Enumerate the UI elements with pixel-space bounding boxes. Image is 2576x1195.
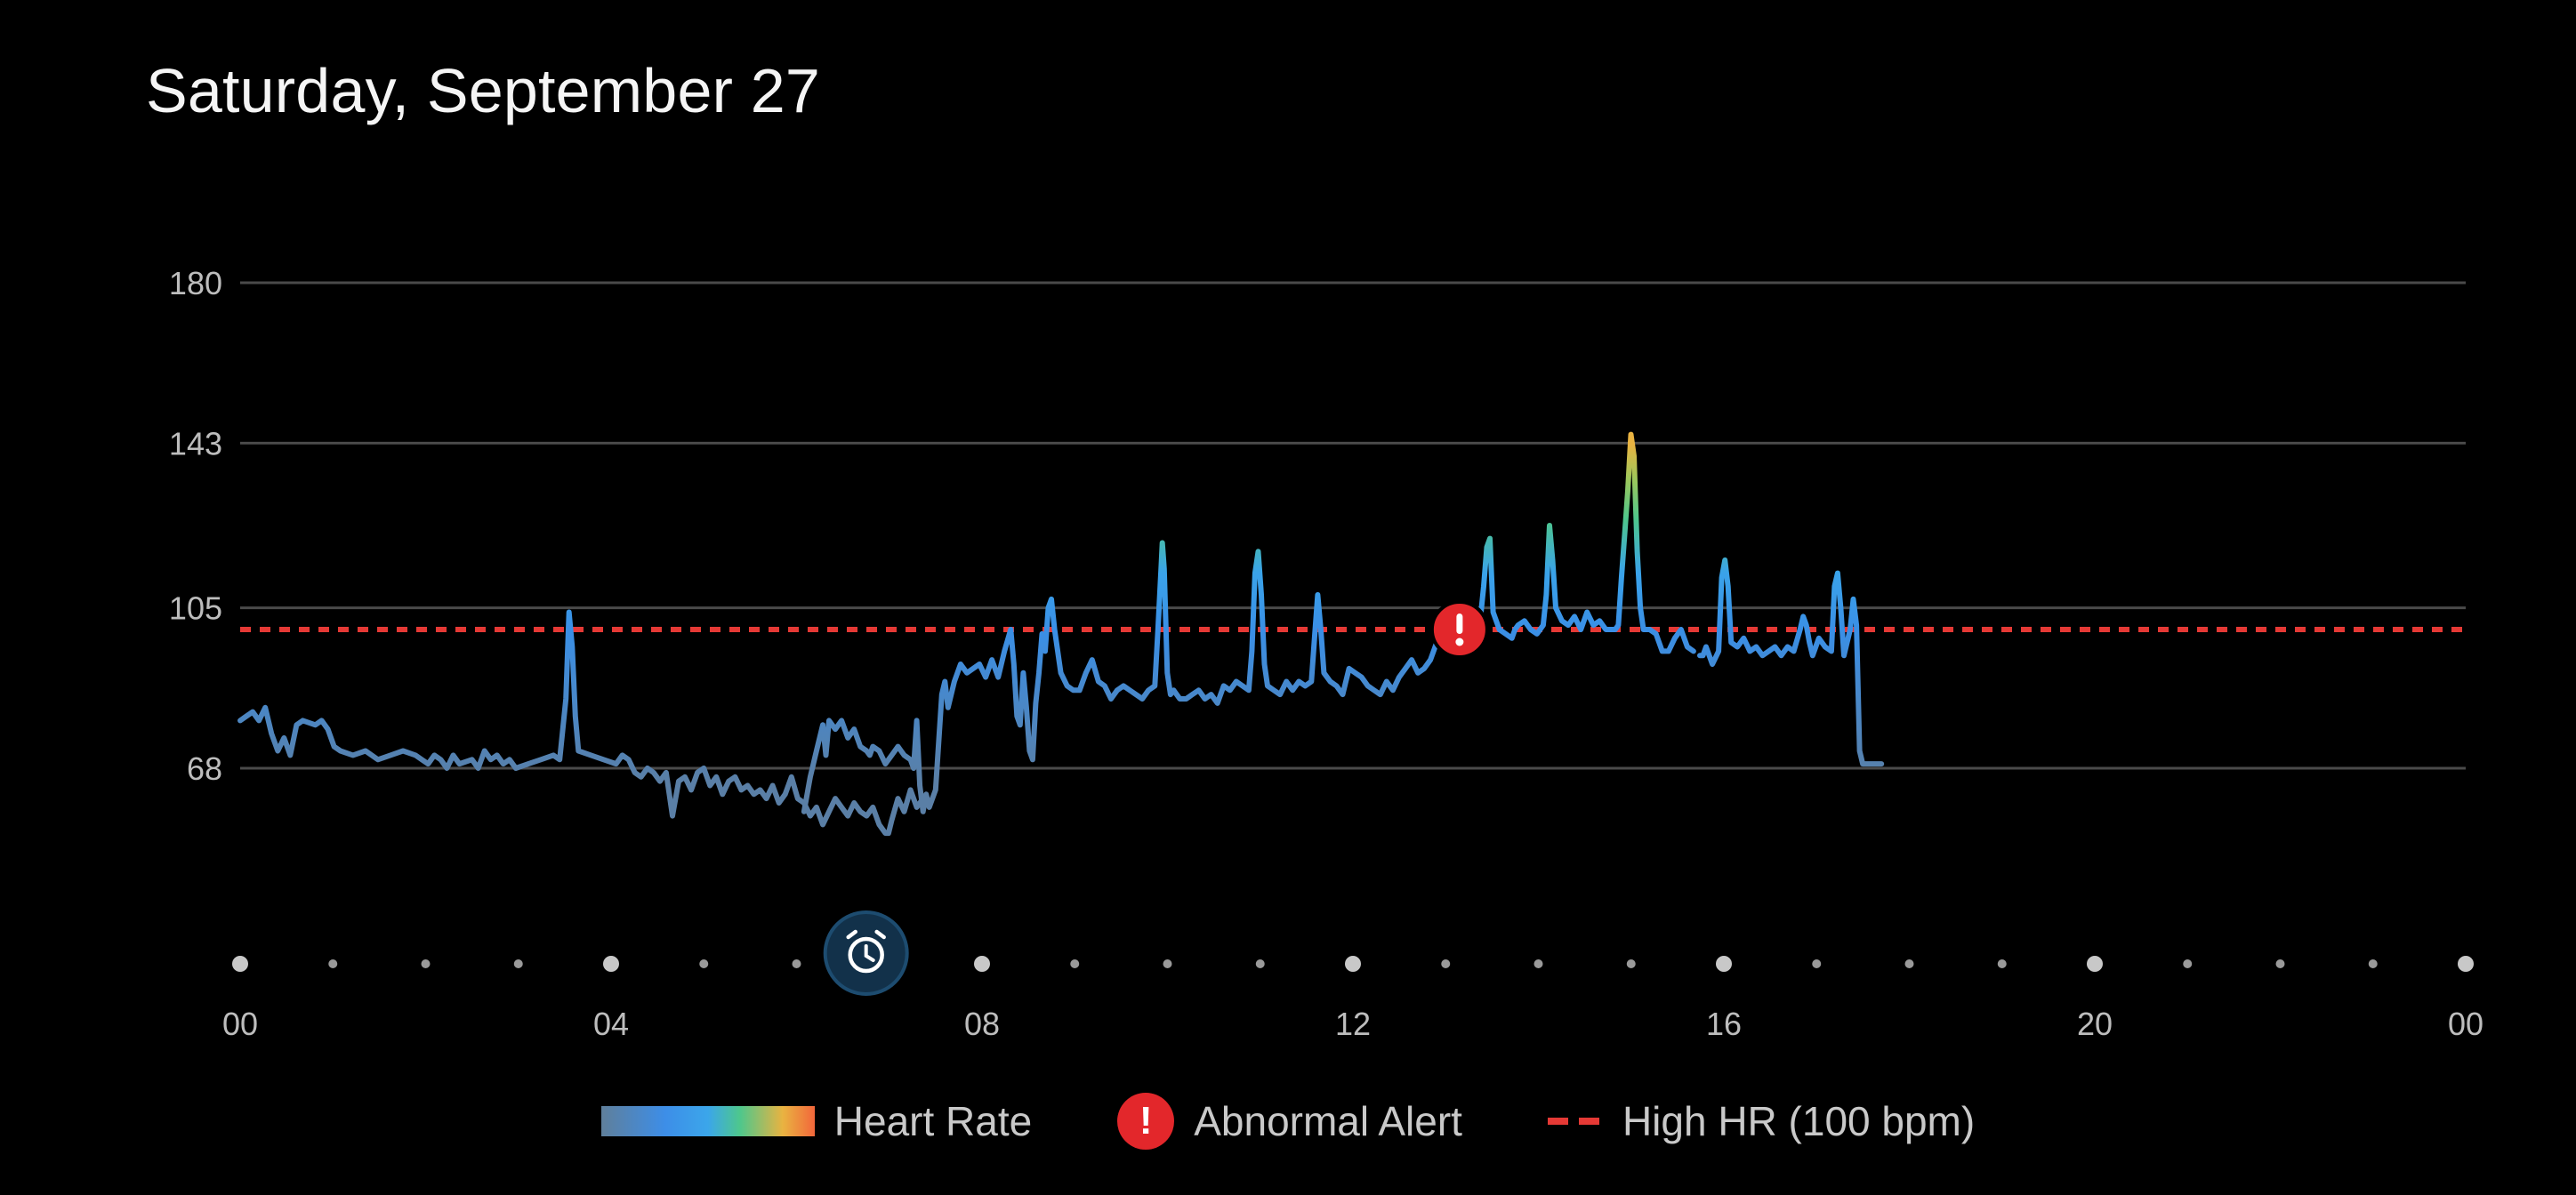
alarm-clock-face (848, 936, 884, 974)
minor-hour-dot (328, 959, 338, 968)
heart-rate-line (1697, 557, 1885, 767)
alert-mark-bar (1456, 614, 1463, 634)
alarm-bell-left (846, 929, 857, 940)
legend-item-heart-rate: Heart Rate (600, 1097, 1033, 1145)
x-tick-label: 08 (964, 1006, 1000, 1042)
minor-hour-dot (1163, 959, 1172, 968)
event-markers (823, 600, 1489, 996)
heart-rate-line (237, 609, 926, 837)
grid-lines (240, 281, 2466, 770)
y-tick-label: 105 (169, 590, 222, 627)
y-axis-labels: 68 105 143 180 (169, 265, 222, 787)
legend-label-abnormal-alert: Abnormal Alert (1194, 1098, 1462, 1144)
x-tick-label: 12 (1335, 1006, 1371, 1042)
x-axis-labels: 00 04 08 12 16 20 00 (222, 1006, 2483, 1042)
alarm-bell-right (874, 929, 886, 940)
heart-rate-series (237, 431, 1885, 837)
y-tick-label: 68 (187, 750, 222, 787)
y-tick-label: 180 (169, 265, 222, 301)
minor-hour-dot (1626, 959, 1636, 968)
minor-hour-dot (1904, 959, 1914, 968)
x-tick-label: 04 (593, 1006, 629, 1042)
major-hour-dot (2458, 956, 2474, 972)
minor-hour-dot (421, 959, 431, 968)
heart-rate-gradient-swatch (600, 1106, 815, 1136)
minor-hour-dot (1534, 959, 1543, 968)
alarm-clock-hands (864, 944, 875, 962)
exclamation-icon (1429, 600, 1489, 659)
minor-hour-dot (1997, 959, 2007, 968)
heart-rate-line (801, 596, 1120, 814)
x-axis-dots (232, 956, 2474, 972)
x-tick-label: 00 (222, 1006, 258, 1042)
minor-hour-dot (2368, 959, 2378, 968)
chart-legend: Heart Rate ! Abnormal Alert High HR (100… (0, 1093, 2576, 1150)
major-hour-dot (603, 956, 619, 972)
minor-hour-dot (2183, 959, 2193, 968)
major-hour-dot (1345, 956, 1361, 972)
minor-hour-dot (1812, 959, 1822, 968)
x-tick-label: 00 (2448, 1006, 2483, 1042)
legend-item-abnormal-alert: ! Abnormal Alert (1117, 1093, 1462, 1150)
minor-hour-dot (792, 959, 801, 968)
major-hour-dot (2087, 956, 2103, 972)
minor-hour-dot (513, 959, 523, 968)
x-tick-label: 16 (1706, 1006, 1742, 1042)
legend-item-high-hr: High HR (100 bpm) (1547, 1097, 1976, 1145)
major-hour-dot (232, 956, 248, 972)
minor-hour-dot (699, 959, 709, 968)
minor-hour-dot (1441, 959, 1451, 968)
dashed-line-icon (1547, 1118, 1599, 1125)
legend-label-heart-rate: Heart Rate (833, 1098, 1033, 1144)
minor-hour-dot (2275, 959, 2285, 968)
y-tick-label: 143 (169, 425, 222, 461)
exclamation-icon: ! (1117, 1093, 1175, 1150)
alarm-clock-icon (823, 910, 909, 996)
legend-label-high-hr: High HR (100 bpm) (1622, 1098, 1976, 1144)
heart-rate-line (1496, 431, 1696, 654)
x-tick-label: 20 (2077, 1006, 2113, 1042)
heart-rate-chart: 68 105 143 180 00 04 08 12 16 20 00 (169, 265, 2483, 1042)
minor-hour-dot (1255, 959, 1265, 968)
page-title: Saturday, September 27 (146, 56, 820, 125)
minor-hour-dot (1070, 959, 1080, 968)
alert-mark-dot (1455, 638, 1464, 646)
major-hour-dot (1716, 956, 1732, 972)
major-hour-dot (974, 956, 990, 972)
